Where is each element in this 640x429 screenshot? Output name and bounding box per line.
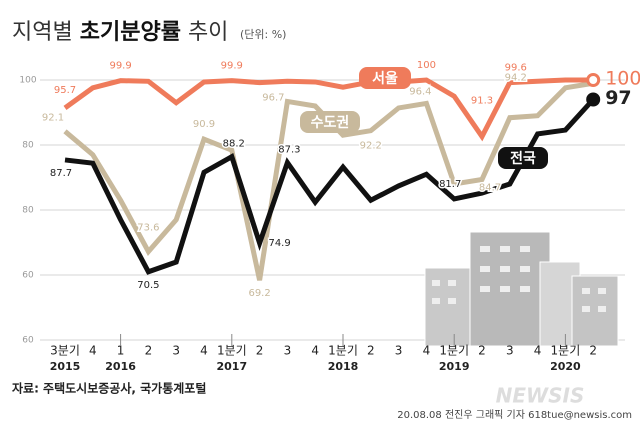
legend-box [498, 147, 548, 169]
credit: 20.08.08 전진우 그래픽 기자 618tue@newsis.com [397, 409, 632, 421]
y-tick-label: 60 [22, 336, 34, 346]
value-label: 70.5 [137, 280, 159, 291]
x-tick-label: 1 [117, 344, 125, 358]
legend-label: 서울 [372, 70, 398, 87]
x-tick-label: 4 [423, 344, 431, 358]
x-tick-label: 1분기 [551, 344, 581, 358]
x-tick-label: 3 [506, 344, 514, 358]
value-label: 92.2 [360, 141, 382, 152]
title-part: 추이 [188, 20, 228, 45]
series-line [63, 77, 594, 142]
y-tick-label: 80 [22, 206, 34, 216]
x-tick-label: 3 [395, 344, 403, 358]
value-label: 100 [605, 68, 640, 90]
y-tick-label: 80 [22, 141, 34, 151]
year-label: 2017 [216, 360, 247, 373]
end-marker [586, 73, 601, 87]
y-tick-label: 100 [19, 76, 36, 86]
x-tick-label: 2 [367, 344, 375, 358]
legend-box [300, 111, 360, 133]
year-label: 2015 [50, 360, 81, 373]
x-tick-label: 3 [284, 344, 292, 358]
value-label: 95.7 [54, 85, 76, 96]
watermark: NEWSIS [496, 384, 585, 408]
x-tick-label: 2 [589, 344, 597, 358]
value-label: 74.9 [268, 238, 290, 249]
value-label: 73.6 [137, 223, 159, 234]
year-label: 2016 [105, 360, 136, 373]
value-label: 99.9 [221, 61, 243, 72]
value-label: 99.6 [505, 63, 527, 74]
source: 자료: 주택도시보증공사, 국가통계포털 [12, 381, 206, 396]
year-label: 2020 [550, 360, 581, 373]
x-tick-label: 2 [145, 344, 153, 358]
value-label: 100 [417, 60, 436, 71]
legend-label: 수도권 [311, 115, 350, 131]
value-label: 94.2 [505, 73, 527, 84]
legend-label: 전국 [510, 150, 536, 167]
chart-title: 지역별 초기분양률 추이 [12, 20, 228, 45]
x-tick-label: 4 [200, 344, 208, 358]
year-label: 2018 [328, 360, 359, 373]
title-part: 초기분양률 [80, 20, 181, 45]
building-illustration [424, 231, 619, 347]
value-label: 96.4 [409, 86, 431, 97]
value-label: 87.3 [278, 145, 300, 156]
x-tick-label: 4 [89, 344, 97, 358]
series-line [64, 97, 596, 275]
value-label: 90.9 [193, 119, 215, 130]
x-tick-label: 2 [256, 344, 264, 358]
value-label: 96.7 [262, 92, 284, 103]
year-label: 2019 [439, 360, 470, 373]
value-label: 69.2 [248, 288, 270, 299]
value-label: 84.7 [479, 182, 501, 193]
x-tick-label: 4 [311, 344, 319, 358]
unit-label: (단위: %) [240, 28, 286, 41]
x-tick-label: 1분기 [439, 344, 469, 358]
value-label: 87.7 [50, 168, 72, 179]
value-label: 88.2 [223, 139, 245, 150]
x-tick-label: 1분기 [217, 344, 247, 358]
end-marker [586, 92, 601, 107]
value-label: 92.1 [42, 112, 64, 123]
legend-box [359, 67, 411, 89]
value-label: 81.7 [439, 179, 461, 190]
value-label: 99.9 [109, 61, 131, 72]
x-tick-label: 2 [478, 344, 486, 358]
y-tick-label: 60 [22, 271, 34, 281]
x-tick-label: 1분기 [328, 344, 358, 358]
x-tick-label: 3분기 [50, 344, 80, 358]
x-tick-label: 3 [172, 344, 180, 358]
title-part: 지역별 [12, 20, 73, 45]
x-tick-label: 4 [534, 344, 542, 358]
value-label: 97 [605, 87, 631, 109]
value-label: 91.3 [471, 96, 493, 107]
